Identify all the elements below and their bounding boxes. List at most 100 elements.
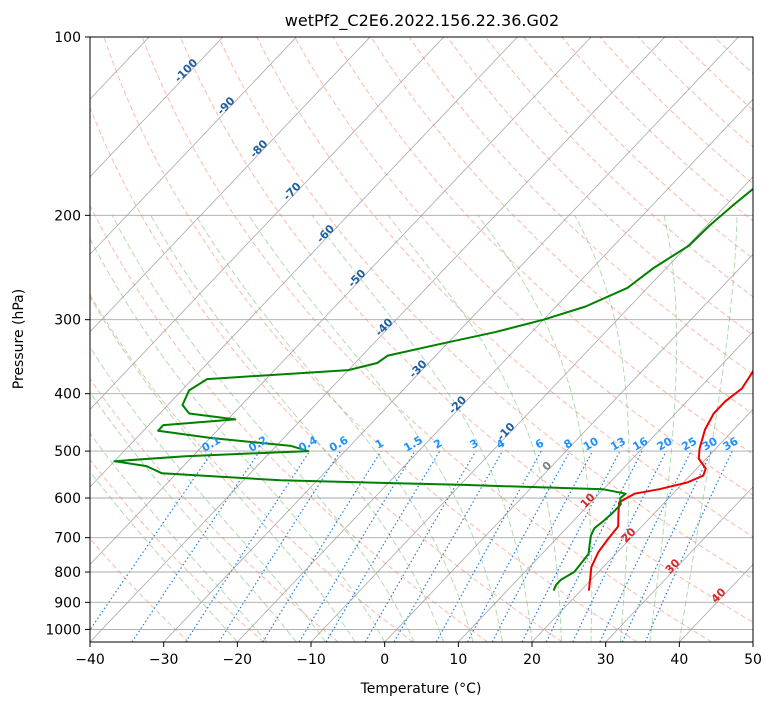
isotherm-line <box>90 37 224 178</box>
isotherm-label: -40 <box>373 315 396 339</box>
y-tick-label: 800 <box>54 565 81 581</box>
mixing-ratio-label: 1 <box>373 437 386 452</box>
moist-adiabat <box>678 215 738 642</box>
dry-adiabat <box>294 37 753 496</box>
isotherm-line <box>752 641 753 642</box>
moist-adiabat <box>195 215 474 642</box>
moist-adiabat <box>311 215 533 642</box>
isotherm-line <box>90 37 592 566</box>
isotherm-label: -50 <box>345 267 368 291</box>
mixing-ratio-line <box>644 450 733 642</box>
dry-adiabat <box>523 37 753 260</box>
y-tick-label: 700 <box>54 531 81 547</box>
mixing-ratio-line <box>325 450 441 642</box>
mixing-ratio-line <box>393 450 504 642</box>
y-tick-label: 900 <box>54 595 81 611</box>
moist-adiabat <box>477 215 593 642</box>
isotherm-label: -90 <box>215 94 238 118</box>
x-tick-label: −30 <box>149 652 179 668</box>
isotherm-line <box>163 37 739 642</box>
mixing-ratio-label: 2 <box>431 437 444 452</box>
isotherm-line <box>90 37 666 642</box>
warm-isotherm-label: 20 <box>619 525 639 545</box>
y-tick-label: 300 <box>54 313 81 329</box>
x-tick-label: 50 <box>744 652 762 668</box>
warm-isotherm-label: 10 <box>578 490 598 510</box>
x-tick-label: 10 <box>449 652 467 668</box>
mixing-ratio-line <box>599 450 692 642</box>
isotherm-line <box>237 98 753 642</box>
dry-adiabat <box>752 37 753 39</box>
dry-adiabat <box>256 37 753 538</box>
moist-adiabat <box>90 295 356 642</box>
moist-adiabat <box>90 470 238 642</box>
dry-adiabat <box>637 37 753 148</box>
dry-adiabat <box>485 37 753 298</box>
axis-ticks: −40 −30 −20 −10 0 10 20 30 40 5010020030040050060… <box>45 30 762 668</box>
mixing-ratio-label: 3 <box>468 437 481 452</box>
x-tick-label: −20 <box>223 652 253 668</box>
dry-adiabat <box>408 37 753 375</box>
isotherm-label: -20 <box>446 393 469 417</box>
isotherm-line <box>310 176 753 642</box>
x-tick-label: 20 <box>523 652 541 668</box>
mixing-ratio-line <box>185 450 311 642</box>
mixing-ratio-line <box>572 450 667 642</box>
x-axis-label: Temperature (°C) <box>360 681 482 697</box>
warm-isotherm-label: 0 <box>540 459 555 474</box>
moist-adiabat <box>248 215 503 642</box>
dry-adiabat <box>90 377 339 642</box>
isotherm-label: -30 <box>407 357 430 381</box>
moist-adiabat <box>90 391 297 642</box>
moist-adiabat <box>387 214 562 642</box>
dry-adiabat <box>561 37 753 222</box>
mixing-ratio-label: 6 <box>533 436 546 451</box>
isotherm-line <box>90 37 297 255</box>
y-tick-label: 1000 <box>45 622 81 638</box>
x-tick-label: −40 <box>75 652 105 668</box>
y-tick-label: 100 <box>54 30 81 46</box>
mixing-ratio-line <box>90 450 214 631</box>
dry-adiabat <box>90 458 264 642</box>
isotherm-line <box>90 37 518 488</box>
data-lines <box>113 187 753 592</box>
isotherm-line <box>90 37 371 333</box>
moist-adiabat <box>574 215 630 642</box>
warm-isotherm-label: 30 <box>663 556 683 576</box>
dry-adiabat <box>90 537 190 642</box>
isotherm-line <box>0 37 2 642</box>
moist-adiabat <box>649 215 678 642</box>
y-tick-label: 600 <box>54 491 81 507</box>
plot-frame <box>89 36 754 643</box>
isotherm-line <box>384 253 753 642</box>
mixing-ratio-line <box>262 450 382 642</box>
x-tick-label: 40 <box>670 652 688 668</box>
labels-layer: 0.1 0.2 0.4 0.6 1 1.5 2 3 4 6 8 10 13 16 20 25 30 36-100-… <box>172 56 741 606</box>
dewpoint-line <box>113 187 753 592</box>
y-tick-label: 400 <box>54 387 81 403</box>
dry-adiabat <box>714 37 753 75</box>
mixing-ratio-line <box>545 450 643 642</box>
mixing-ratio-line <box>466 450 571 642</box>
dry-adiabat <box>103 37 638 642</box>
isotherm-label: -100 <box>172 56 201 85</box>
dry-adiabat <box>217 37 753 580</box>
moist-adiabat <box>90 346 327 642</box>
moist-adiabat <box>90 237 386 642</box>
dry-adiabat <box>90 106 563 642</box>
isotherm-line <box>458 331 753 642</box>
moist-adiabat <box>150 215 445 642</box>
background-lines <box>0 37 753 642</box>
mixing-ratio-line <box>298 450 416 642</box>
y-axis-label: Pressure (hPa) <box>11 289 27 389</box>
x-tick-label: 0 <box>380 652 389 668</box>
moist-adiabat <box>111 215 415 642</box>
isotherm-label: -80 <box>247 137 270 161</box>
x-tick-label: −10 <box>296 652 326 668</box>
y-tick-label: 500 <box>54 444 81 460</box>
mixing-ratio-line <box>521 450 621 642</box>
x-tick-label: 30 <box>597 652 615 668</box>
dry-adiabat <box>90 204 488 642</box>
chart-title: wetPf2_C2E6.2022.156.22.36.G02 <box>285 11 559 31</box>
